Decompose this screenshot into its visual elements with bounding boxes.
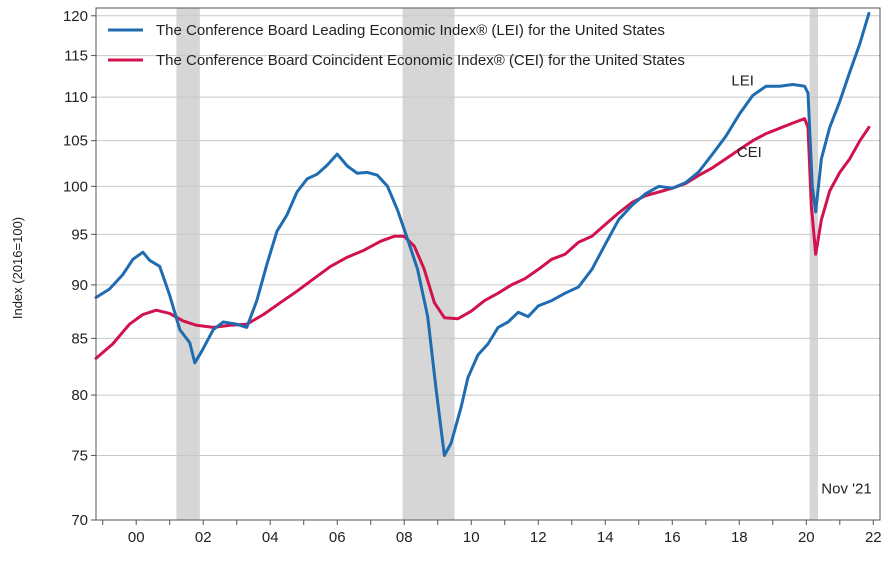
y-tick-label-85: 85	[71, 330, 88, 347]
y-tick-label-80: 80	[71, 387, 88, 404]
x-tick-label-10: 10	[463, 529, 480, 546]
recession-band-1	[402, 8, 455, 520]
annotation-2: Nov '21	[821, 481, 871, 498]
annotation-1: CEI	[737, 144, 762, 161]
annotation-0: LEI	[731, 72, 754, 89]
y-axis-label: Index (2016=100)	[10, 217, 25, 319]
x-tick-labels: 00 02 04 06 08 10 12 14 16 18 20 22	[128, 529, 882, 546]
series-lines	[94, 11, 871, 457]
annotations: LEI CEI Nov '21	[731, 72, 871, 497]
y-tick-label-75: 75	[71, 447, 88, 464]
recession-bands	[176, 8, 819, 520]
x-tick-label-16: 16	[664, 529, 681, 546]
y-tick-label-120: 120	[63, 8, 88, 25]
legend-label-lei: The Conference Board Leading Economic In…	[156, 22, 665, 39]
x-tick-label-22: 22	[865, 529, 882, 546]
x-tick-label-18: 18	[731, 529, 748, 546]
x-tick-label-00: 00	[128, 529, 145, 546]
x-tick-label-12: 12	[530, 529, 547, 546]
recession-band-0	[176, 8, 200, 520]
y-tick-label-115: 115	[64, 48, 88, 65]
y-tick-labels: 70 75 80 85 90 95 100 105 110 115 120	[63, 8, 88, 529]
y-tick-label-90: 90	[71, 277, 88, 294]
x-tick-label-04: 04	[262, 529, 279, 546]
x-tick-label-08: 08	[396, 529, 413, 546]
x-tick-label-14: 14	[597, 529, 614, 546]
gridlines	[91, 15, 880, 525]
lei-line	[94, 11, 871, 457]
x-tick-label-20: 20	[798, 529, 815, 546]
legend: The Conference Board Leading Economic In…	[108, 22, 685, 69]
y-tick-label-110: 110	[64, 89, 88, 106]
legend-label-cei: The Conference Board Coincident Economic…	[156, 52, 685, 69]
y-tick-label-95: 95	[71, 226, 88, 243]
x-tick-label-06: 06	[329, 529, 346, 546]
recession-band-2	[809, 8, 819, 520]
y-tick-label-105: 105	[63, 133, 88, 150]
x-tick-label-02: 02	[195, 529, 212, 546]
plot-frame	[95, 7, 881, 521]
y-tick-label-70: 70	[71, 512, 88, 529]
y-tick-label-100: 100	[63, 178, 88, 195]
